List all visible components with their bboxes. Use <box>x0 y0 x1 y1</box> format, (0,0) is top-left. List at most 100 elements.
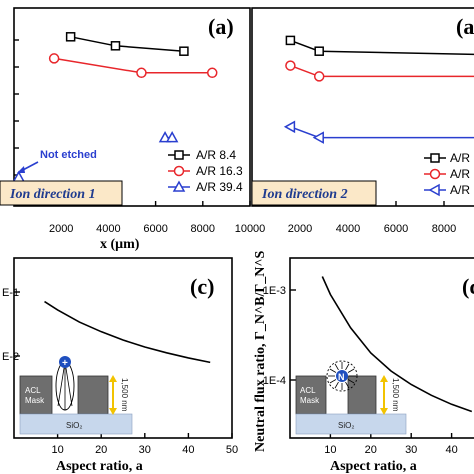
panel-a-left-y-ticks <box>14 39 19 176</box>
panel-d-inset: ACL Mask SiO₂ 1,500 nm N <box>295 360 407 435</box>
ion-direction-2-box <box>251 180 377 206</box>
neutral-ray <box>334 363 339 371</box>
data-point <box>314 46 324 56</box>
panel-a-right-series <box>283 35 474 144</box>
acl-mask-label-line2: Mask <box>25 396 45 405</box>
acl-mask-left-d <box>295 375 327 415</box>
x-tick-label: 10 <box>324 444 336 456</box>
panel-c-y-ticks: E-1 E-2 <box>2 287 20 363</box>
neutral-ray <box>329 368 337 373</box>
ion-particle-symbol: + <box>62 358 68 369</box>
acl-mask-label-d-line2: Mask <box>300 396 320 405</box>
x-tick-label: 6000 <box>384 223 408 235</box>
panel-a-right-legend: A/R A/R A/R <box>424 151 470 197</box>
y-tick-label: 1E-3 <box>263 285 286 297</box>
x-tick-label: 8000 <box>432 223 456 235</box>
panel-d-y-ticks: 1E-3 1E-4 <box>263 285 296 387</box>
sio2-substrate <box>19 413 133 435</box>
x-tick-label: 4000 <box>336 223 360 235</box>
panel-d-frame <box>289 257 474 439</box>
neutral-particle-icon <box>336 370 348 382</box>
data-point <box>179 46 189 56</box>
x-tick-label: 30 <box>139 444 151 456</box>
neutral-ray <box>345 381 350 389</box>
panel-d-x-label: Aspect ratio, a <box>330 459 417 474</box>
panel-a-left-legend: A/R 8.4 A/R 16.3 A/R 39.4 <box>168 148 243 194</box>
x-tick-label: 4000 <box>96 223 120 235</box>
panel-a-left-label: (a) <box>208 14 234 39</box>
sio2-label: SiO₂ <box>66 421 82 430</box>
depth-arrow-bottom <box>109 408 117 415</box>
x-tick-label: 2000 <box>49 223 73 235</box>
ion-particle-icon <box>59 356 71 368</box>
x-tick-label: 6000 <box>143 223 167 235</box>
ion-ray-left <box>57 361 66 407</box>
data-point <box>12 170 25 182</box>
x-tick-label: 20 <box>95 444 107 456</box>
neutral-ray <box>329 379 337 384</box>
panel-a-left: 2000 4000 6000 8000 10000 (a) Not etched A/R… <box>0 7 265 252</box>
series-line <box>53 57 213 74</box>
data-point <box>285 35 296 46</box>
not-etched-arrowhead <box>17 166 25 173</box>
x-tick-label: 40 <box>182 444 194 456</box>
not-etched-annotation: Not etched <box>40 149 97 161</box>
legend-marker <box>173 165 185 177</box>
neutral-ray <box>334 381 339 389</box>
sio2-label-d: SiO₂ <box>338 421 354 430</box>
y-tick-label: E-2 <box>2 351 19 363</box>
neutral-rays <box>328 362 356 390</box>
acl-mask-label-d-line1: ACL <box>300 386 316 395</box>
neutral-ray <box>347 368 355 373</box>
ion-direction-1-text: Ion direction 1 <box>9 187 96 202</box>
panel-d: 1E-3 1E-4 10 20 30 40 (d Neutral flux ratio,… <box>253 250 474 474</box>
legend-marker <box>430 153 440 163</box>
x-tick-label: 8000 <box>191 223 215 235</box>
panel-c-x-label: Aspect ratio, a <box>56 459 143 474</box>
x-tick-label: 2000 <box>288 223 312 235</box>
panel-a-left-x-label: x (μm) <box>100 237 140 252</box>
depth-arrow-bottom-d <box>380 408 388 415</box>
y-tick-label: 1E-4 <box>263 375 286 387</box>
sio2-substrate-d <box>295 413 407 435</box>
data-point <box>312 131 324 144</box>
legend-marker <box>172 180 186 192</box>
panel-d-y-label: Neutral flux ratio, Γ_N^B/Γ_N^S <box>253 250 268 452</box>
x-tick-label: 20 <box>365 444 377 456</box>
data-point <box>136 67 147 79</box>
neutral-ray <box>347 379 355 384</box>
x-tick-label: 40 <box>445 444 457 456</box>
legend-marker <box>174 150 184 160</box>
legend-label: A/R 8.4 <box>196 148 236 162</box>
panel-a-left-frame <box>13 7 251 207</box>
panel-c-inset: ACL Mask SiO₂ 1,500 nm + <box>19 356 133 435</box>
legend-marker <box>428 183 440 197</box>
y-tick-label: E-1 <box>2 287 19 299</box>
legend-label: A/R <box>450 151 470 165</box>
legend-label: A/R <box>450 183 470 197</box>
x-tick-label: 30 <box>405 444 417 456</box>
panel-d-x-ticks: 10 20 30 40 <box>324 433 458 456</box>
ion-direction-2-text: Ion direction 2 <box>261 187 348 202</box>
data-point <box>206 67 218 79</box>
data-point <box>285 60 296 71</box>
neutral-particle-symbol: N <box>338 372 345 382</box>
data-point <box>313 71 325 82</box>
panel-a-left-x-ticks: 2000 4000 6000 8000 10000 <box>49 201 265 235</box>
panel-c-label: (c) <box>190 274 214 299</box>
legend-label: A/R 39.4 <box>196 180 243 194</box>
legend-marker <box>429 168 441 180</box>
legend-label: A/R 16.3 <box>196 164 243 178</box>
panel-c-frame <box>13 257 233 439</box>
data-point <box>283 120 296 134</box>
panel-c: E-1 E-2 10 20 30 40 50 (c) ACL Mask SiO₂ 1,50… <box>2 257 238 474</box>
data-point <box>48 53 60 64</box>
neutral-ray <box>345 363 350 371</box>
ion-direction-1-box <box>0 180 123 206</box>
depth-arrow-top-d <box>380 375 388 382</box>
series-line <box>70 36 184 52</box>
ion-ray-right <box>64 361 73 407</box>
depth-label: 1,500 nm <box>120 378 129 412</box>
